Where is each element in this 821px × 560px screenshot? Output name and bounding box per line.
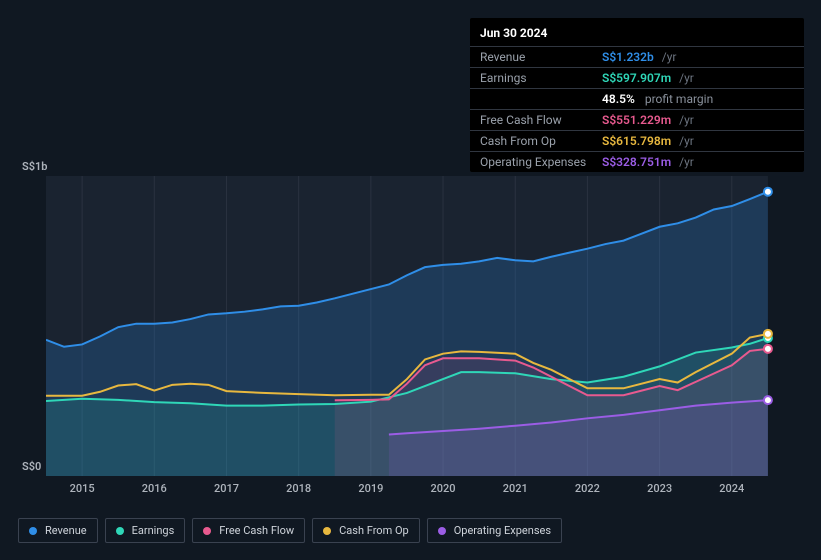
tooltip-row: Free Cash Flow S$551.229m/yr: [470, 109, 804, 130]
legend-swatch: [323, 527, 331, 535]
x-axis-tick: 2017: [214, 482, 239, 495]
tooltip-row-label: Operating Expenses: [480, 155, 596, 169]
tooltip-row-unit: /yr: [679, 155, 694, 169]
tooltip-date: Jun 30 2024: [470, 24, 804, 46]
y-axis-label-top: S$1b: [22, 160, 47, 173]
chart-tooltip: Jun 30 2024 Revenue S$1.232b/yr Earnings S$…: [470, 18, 804, 172]
tooltip-row-value: S$597.907m: [602, 71, 671, 85]
tooltip-row-unit: /yr: [662, 50, 677, 64]
tooltip-margin-pct: 48.5%: [602, 92, 635, 106]
tooltip-row: Revenue S$1.232b/yr: [470, 46, 804, 67]
tooltip-row-label: Cash From Op: [480, 134, 596, 148]
tooltip-row-value: S$615.798m: [602, 134, 671, 148]
legend-item-cfop[interactable]: Cash From Op: [312, 518, 420, 543]
chart-plot[interactable]: [46, 176, 804, 476]
tooltip-row-label: Free Cash Flow: [480, 113, 596, 127]
legend-label: Revenue: [45, 524, 87, 537]
legend-swatch: [116, 527, 124, 535]
x-axis-tick: 2016: [142, 482, 167, 495]
tooltip-row-label: Earnings: [480, 71, 596, 85]
tooltip-row-unit: /yr: [679, 134, 694, 148]
tooltip-row-label: Revenue: [480, 50, 596, 64]
legend-item-opex[interactable]: Operating Expenses: [427, 518, 562, 543]
tooltip-row-unit: /yr: [679, 71, 694, 85]
x-axis-tick: 2019: [358, 482, 383, 495]
legend-swatch: [438, 527, 446, 535]
tooltip-row: Earnings S$597.907m/yr: [470, 67, 804, 88]
x-axis-tick: 2015: [70, 482, 95, 495]
legend-label: Cash From Op: [339, 524, 409, 537]
x-axis-tick: 2022: [575, 482, 600, 495]
x-axis-tick: 2020: [431, 482, 456, 495]
legend-item-revenue[interactable]: Revenue: [18, 518, 98, 543]
y-axis-label-zero: S$0: [22, 460, 41, 473]
tooltip-margin-text: profit margin: [645, 92, 713, 106]
legend-item-fcf[interactable]: Free Cash Flow: [192, 518, 305, 543]
tooltip-row-value: S$551.229m: [602, 113, 671, 127]
tooltip-row: Operating Expenses S$328.751m/yr: [470, 151, 804, 172]
legend-swatch: [29, 527, 37, 535]
legend-item-earnings[interactable]: Earnings: [105, 518, 186, 543]
financials-chart: Jun 30 2024 Revenue S$1.232b/yr Earnings S$…: [18, 0, 804, 560]
x-axis: 2015 2016 2017 2018 2019 2020 2021 2022 2023 2024: [46, 482, 804, 498]
tooltip-row: Cash From Op S$615.798m/yr: [470, 130, 804, 151]
legend-label: Free Cash Flow: [219, 524, 294, 537]
tooltip-row-value: S$328.751m: [602, 155, 671, 169]
tooltip-margin-row: 48.5% profit margin: [470, 88, 804, 109]
tooltip-row-unit: /yr: [679, 113, 694, 127]
legend-label: Operating Expenses: [454, 524, 551, 537]
x-axis-tick: 2021: [503, 482, 528, 495]
x-axis-tick: 2024: [719, 482, 744, 495]
x-axis-tick: 2018: [286, 482, 311, 495]
tooltip-row-value: S$1.232b: [602, 50, 654, 64]
x-axis-tick: 2023: [647, 482, 672, 495]
legend-label: Earnings: [132, 524, 175, 537]
legend-swatch: [203, 527, 211, 535]
chart-legend: Revenue Earnings Free Cash Flow Cash From O…: [18, 518, 562, 543]
